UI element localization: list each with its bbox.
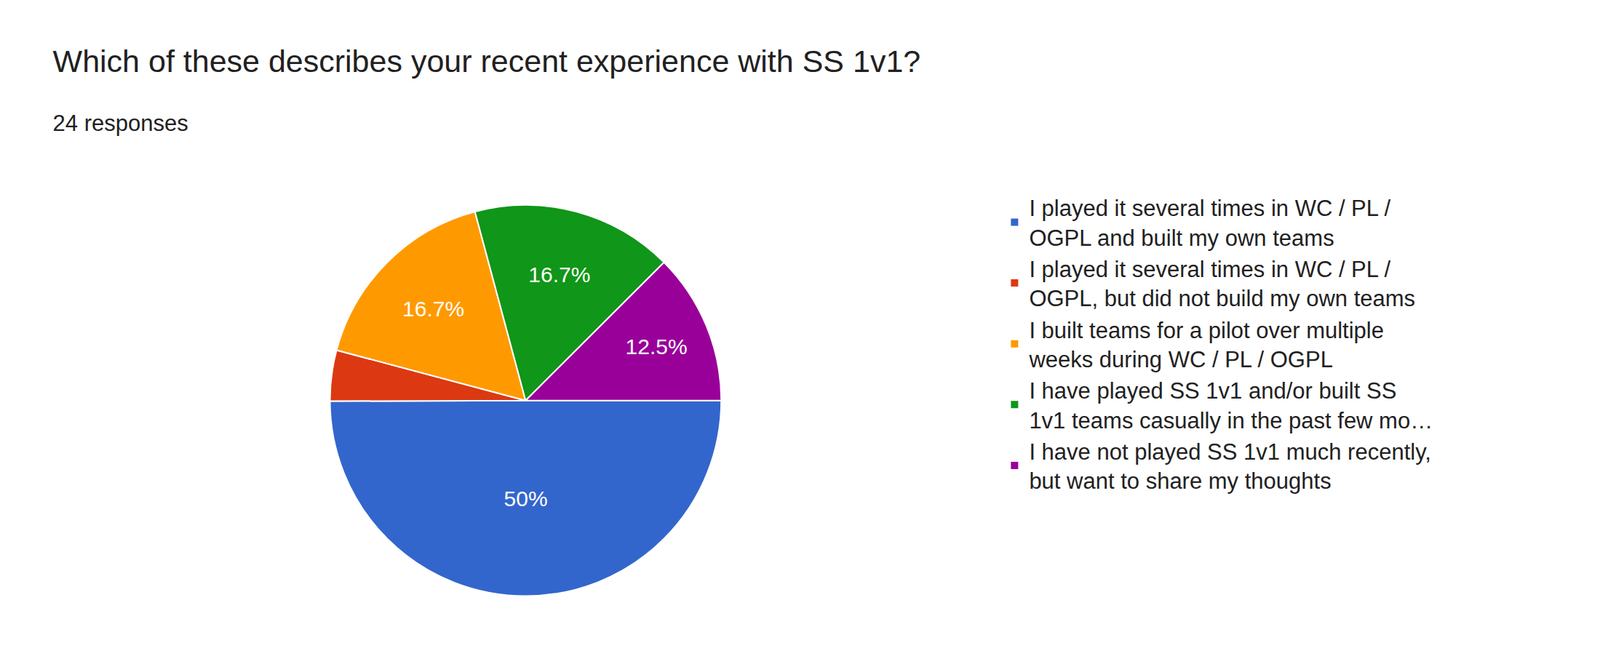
svg-text:I played it several times in W: I played it several times in WC / PL /OG… <box>1028 256 1416 312</box>
svg-text:12.5%: 12.5% <box>625 334 688 359</box>
svg-text:24 responses: 24 responses <box>53 110 189 137</box>
svg-text:I have not played SS 1v1 much: I have not played SS 1v1 much recently,b… <box>1028 439 1432 495</box>
svg-text:I built teams for a pilot over: I built teams for a pilot over multiplew… <box>1028 317 1384 373</box>
svg-text:I have played SS 1v1 and/or bu: I have played SS 1v1 and/or built SS1v1 … <box>1028 378 1433 433</box>
svg-text:I played it several times in W: I played it several times in WC / PL /OG… <box>1028 195 1391 251</box>
svg-text:16.7%: 16.7% <box>528 262 591 287</box>
svg-text:50%: 50% <box>504 486 548 511</box>
svg-text:Which of these describes your: Which of these describes your recent exp… <box>53 43 922 79</box>
svg-text:16.7%: 16.7% <box>402 296 465 321</box>
